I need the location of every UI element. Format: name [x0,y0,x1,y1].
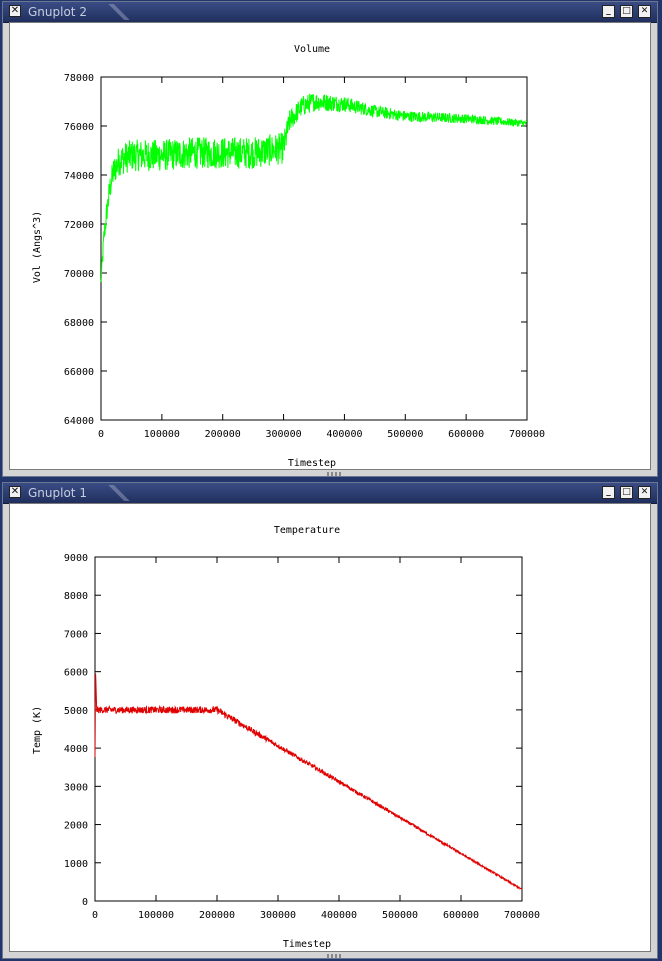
x-tick-label: 700000 [504,910,540,921]
x-tick-label: 0 [92,910,98,921]
y-tick-label: 2000 [64,821,88,832]
plot-canvas: Volume Timestep Vol (Angs^3) 0 100000 2000… [9,22,651,470]
x-tick-label: 300000 [260,910,296,921]
plot-frame [100,76,528,421]
y-tick-label: 7000 [64,629,88,640]
maximize-button[interactable]: □ [620,486,633,499]
titlebar[interactable]: ✕ Gnuplot 1 _ □ ✕ [3,483,657,504]
maximize-button[interactable]: □ [620,5,633,18]
close-button[interactable]: ✕ [638,5,651,18]
y-tick-label: 70000 [64,269,94,280]
x-tick-label: 200000 [205,429,241,440]
chart-title: Volume [294,44,330,55]
minimize-button[interactable]: _ [602,5,615,18]
y-tick-label: 66000 [64,367,94,378]
resize-grip-icon[interactable] [327,472,341,476]
y-tick-label: 4000 [64,744,88,755]
x-tick-label: 400000 [321,910,357,921]
close-icon[interactable]: ✕ [9,486,21,498]
temperature-chart: Temperature Timestep Temp (K) 0 100000 200… [32,525,540,950]
y-tick-label: 6000 [64,668,88,679]
x-tick-label: 500000 [387,429,423,440]
axis-ticks: 0 100000 200000 300000 400000 500000 600000 700… [64,553,540,921]
x-tick-label: 100000 [144,429,180,440]
volume-chart: Volume Timestep Vol (Angs^3) 0 100000 2000… [32,44,545,469]
x-tick-label: 400000 [326,429,362,440]
close-icon[interactable]: ✕ [9,5,21,17]
window-title: Gnuplot 1 [28,486,87,500]
gnuplot-window-volume: ✕ Gnuplot 2 _ □ ✕ Volume Timestep Vol (A… [2,1,658,477]
temperature-series-line [94,673,523,890]
volume-series-line [100,93,527,283]
y-axis-label: Temp (K) [32,706,43,754]
y-tick-label: 74000 [64,171,94,182]
y-tick-label: 0 [82,897,88,908]
plot-frame [94,556,523,902]
titlebar-grip-icon [101,4,137,20]
y-tick-label: 1000 [64,859,88,870]
x-tick-label: 600000 [443,910,479,921]
x-tick-label: 700000 [509,429,545,440]
minimize-button[interactable]: _ [602,486,615,499]
window-title: Gnuplot 2 [28,5,87,19]
close-button[interactable]: ✕ [638,486,651,499]
titlebar-grip-icon [101,485,137,501]
y-tick-label: 64000 [64,416,94,427]
gnuplot-window-temperature: ✕ Gnuplot 1 _ □ ✕ Temperature Timestep T… [2,482,658,959]
x-tick-label: 500000 [382,910,418,921]
x-tick-label: 100000 [138,910,174,921]
chart-title: Temperature [274,525,340,536]
y-axis-label: Vol (Angs^3) [32,211,43,283]
y-tick-label: 5000 [64,706,88,717]
titlebar[interactable]: ✕ Gnuplot 2 _ □ ✕ [3,2,657,23]
x-axis-label: Timestep [283,939,331,950]
y-tick-label: 3000 [64,782,88,793]
y-tick-label: 68000 [64,318,94,329]
y-tick-label: 8000 [64,591,88,602]
y-tick-label: 72000 [64,220,94,231]
axis-ticks: 0 100000 200000 300000 400000 500000 600000 700… [64,73,545,440]
y-tick-label: 76000 [64,122,94,133]
y-tick-label: 78000 [64,73,94,84]
x-axis-label: Timestep [288,458,336,469]
x-tick-label: 0 [98,429,104,440]
x-tick-label: 200000 [199,910,235,921]
plot-canvas: Temperature Timestep Temp (K) 0 100000 200… [9,503,651,952]
x-tick-label: 300000 [266,429,302,440]
resize-grip-icon[interactable] [327,954,341,958]
y-tick-label: 9000 [64,553,88,564]
x-tick-label: 600000 [448,429,484,440]
